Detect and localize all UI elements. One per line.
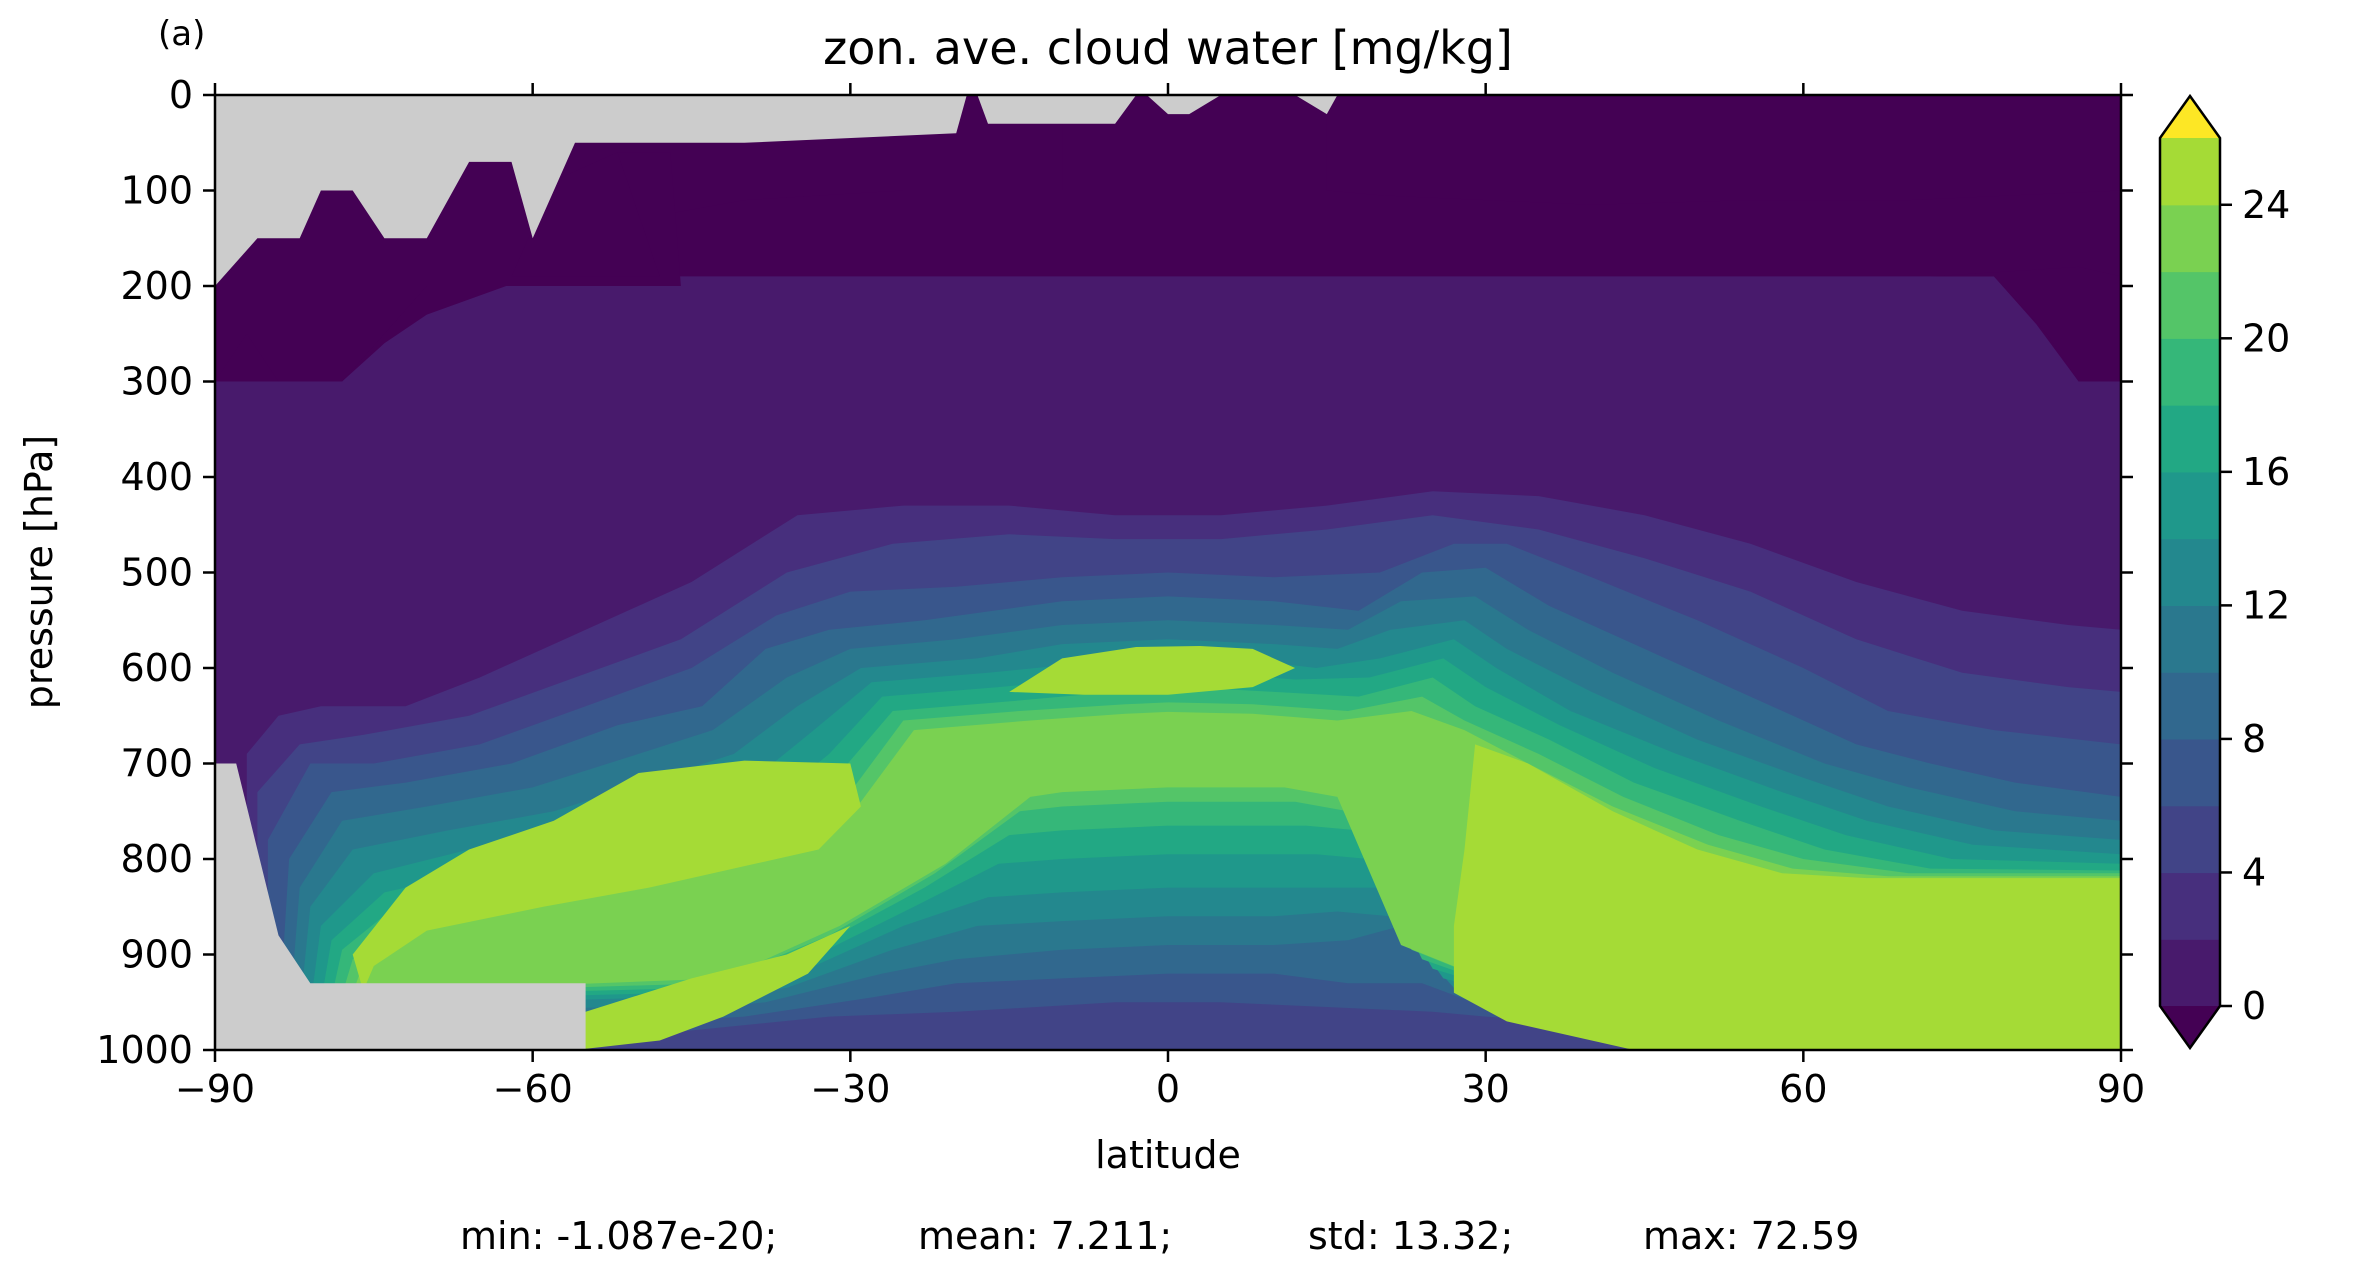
y-tick-label-6: 600 (120, 646, 193, 690)
colorbar-segment-6 (2160, 538, 2220, 606)
y-tick-label-0: 0 (169, 73, 193, 117)
colorbar-segment-2 (2160, 805, 2220, 874)
missing-region-2 (1146, 95, 1221, 115)
missing-region-1 (977, 95, 1137, 124)
y-tick-label-4: 400 (120, 455, 193, 499)
panel-label: (a) (158, 14, 205, 54)
colorbar-tick-label-6: 24 (2242, 183, 2290, 227)
missing-region-4 (215, 763, 586, 1050)
contour-region-26-14 (575, 925, 851, 1050)
y-tick-label-1: 100 (120, 169, 193, 213)
x-tick-label-1: −60 (493, 1067, 573, 1111)
missing-data-regions (215, 95, 1338, 1050)
colorbar-segment-9 (2160, 338, 2220, 406)
y-tick-label-5: 500 (120, 551, 193, 595)
stats-line: min: -1.087e-20; mean: 7.211; std: 13.32… (460, 1214, 1859, 1258)
y-axis-ticks: 0 100 200 300 400 500 600 700 800 900 1000 (96, 73, 2133, 1072)
contour-region-26-12 (352, 760, 861, 991)
contour-region-0-20 (1930, 266, 2121, 382)
x-tick-label-6: 90 (2097, 1067, 2145, 1111)
x-tick-label-5: 60 (1779, 1067, 1827, 1111)
missing-region-3 (1231, 95, 1338, 115)
colorbar-segment-11 (2160, 204, 2220, 273)
contour-region-0-17 (1326, 95, 2121, 205)
colorbar-segment-4 (2160, 672, 2220, 740)
colorbar-segment-12 (2160, 138, 2220, 206)
y-axis-label: pressure [hPa] (17, 435, 61, 709)
x-axis-ticks: −90 −60 −30 0 30 60 90 (175, 83, 2145, 1111)
y-tick-label-10: 1000 (96, 1028, 193, 1072)
colorbar-tick-label-5: 20 (2242, 316, 2290, 360)
colorbar-segment-3 (2160, 738, 2220, 807)
chart-title: zon. ave. cloud water [mg/kg] (823, 21, 1513, 75)
colorbar-ticks: 0 4 8 12 16 20 24 (2220, 183, 2290, 1028)
contour-region-0-18 (215, 152, 681, 382)
x-tick-label-2: −30 (810, 1067, 890, 1111)
colorbar-tick-label-1: 4 (2242, 850, 2266, 894)
colorbar-segment-5 (2160, 605, 2220, 673)
plot-area (215, 95, 2121, 1050)
colorbar-segment-10 (2160, 271, 2220, 339)
x-axis-label: latitude (1095, 1133, 1241, 1177)
x-tick-label-4: 30 (1461, 1067, 1509, 1111)
colorbar-extend-under (2160, 1006, 2220, 1048)
x-tick-label-0: −90 (175, 1067, 255, 1111)
colorbar-tick-label-2: 8 (2242, 717, 2266, 761)
contour-region-26-13 (1453, 744, 2121, 1050)
contour-region-26-15 (1009, 646, 1296, 695)
y-tick-label-9: 900 (120, 933, 193, 977)
stat-mean: mean: 7.211; (918, 1214, 1172, 1258)
y-tick-label-7: 700 (120, 742, 193, 786)
colorbar-segment-1 (2160, 872, 2220, 940)
colorbar-tick-label-4: 16 (2242, 450, 2290, 494)
x-tick-label-3: 0 (1156, 1067, 1180, 1111)
y-tick-label-2: 200 (120, 264, 193, 308)
colorbar-outline (2158, 93, 2222, 1051)
y-tick-label-8: 800 (120, 837, 193, 881)
y-tick-label-3: 300 (120, 360, 193, 404)
stat-max: max: 72.59 (1643, 1214, 1859, 1258)
colorbar-extend-over (2160, 96, 2220, 138)
contour-region-0-19 (511, 152, 660, 277)
colorbar (2158, 93, 2222, 1051)
missing-region-0 (215, 95, 967, 286)
colorbar-segment-8 (2160, 405, 2220, 473)
colorbar-segment-0 (2160, 939, 2220, 1007)
colorbar-segment-7 (2160, 471, 2220, 540)
colorbar-tick-label-0: 0 (2242, 984, 2266, 1028)
stat-std: std: 13.32; (1308, 1214, 1513, 1258)
stat-min: min: -1.087e-20; (460, 1214, 777, 1258)
colorbar-tick-label-3: 12 (2242, 583, 2290, 627)
